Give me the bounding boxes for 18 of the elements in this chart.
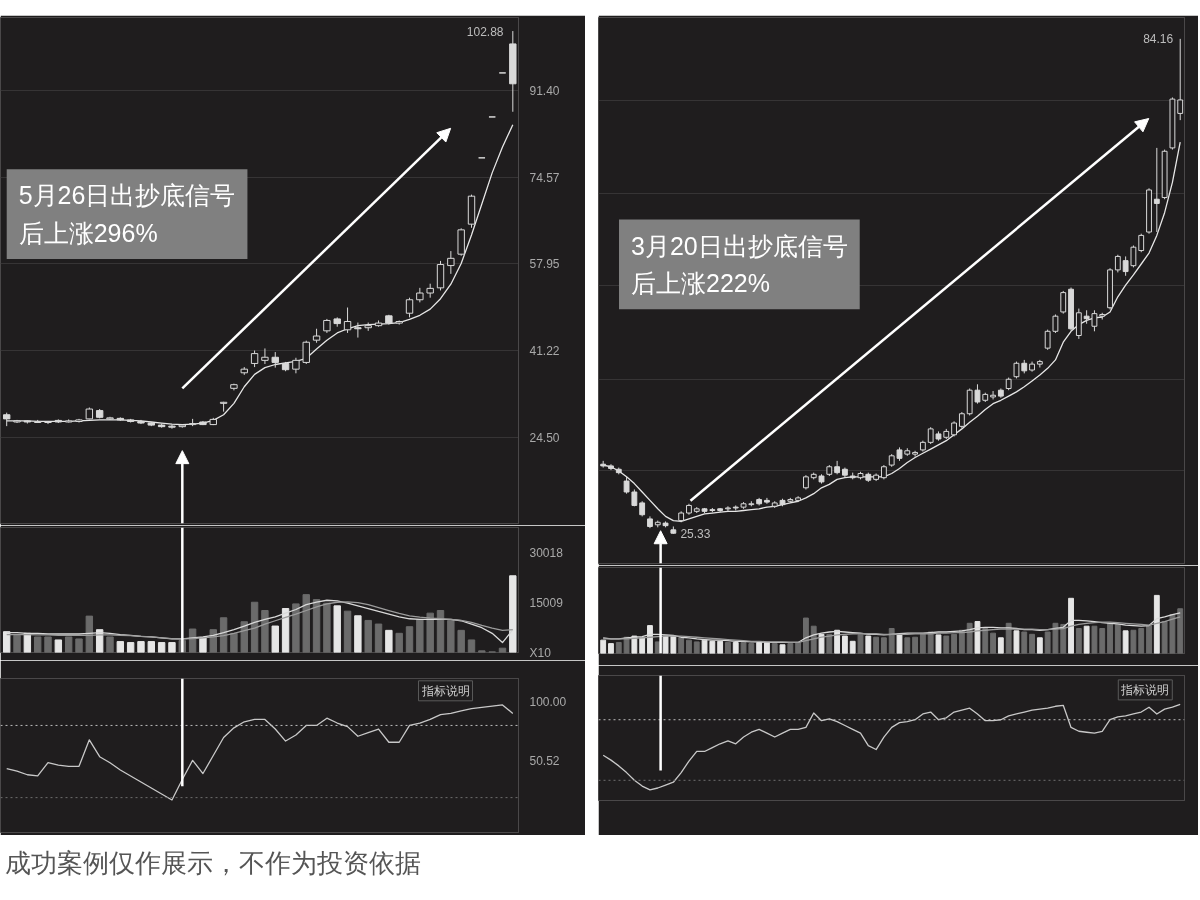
y-tick-label: 24.50 [529,430,560,445]
y-tick-label: 30018 [529,546,564,561]
annotation: 102.88 [466,24,504,39]
y-tick-label: 41.22 [529,343,560,358]
text: 成功案例仅作展示，不作为投资依据 [5,848,422,878]
annotation: 3月20日出抄底信号后上涨222% [631,231,848,298]
y-tick-label: 100.00 [529,694,567,709]
y-tick-label: X10 [529,645,552,660]
text: 指标说明 [1120,682,1170,697]
y-tick-label: 91.40 [529,84,560,99]
y-tick-label: 15009 [529,595,564,610]
annotation: 25.33 [680,527,711,542]
annotation: 指标说明 [420,683,470,698]
annotation: 84.16 [1143,32,1174,47]
y-tick-label: 74.57 [529,171,560,186]
annotation: 5月26日出抄底信号后上涨296% [18,181,236,248]
y-tick-label: 50.52 [529,754,560,769]
y-tick-label: 57.95 [529,257,560,272]
